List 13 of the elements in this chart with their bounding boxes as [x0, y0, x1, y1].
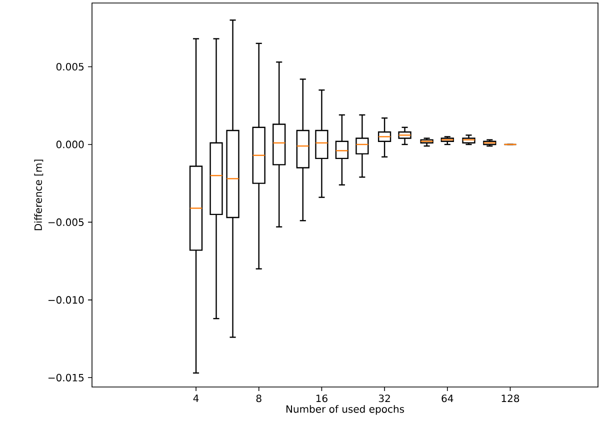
y-tick-label: 0.005 — [56, 62, 84, 71]
y-tick-label: −0.015 — [48, 374, 84, 382]
x-tick-label: 4 — [193, 394, 199, 402]
x-tick-label: 32 — [378, 394, 390, 402]
y-tick-label: 0.000 — [56, 140, 84, 148]
x-tick-label: 64 — [442, 394, 454, 402]
x-tick-label: 8 — [256, 394, 262, 402]
y-tick-label: −0.010 — [48, 296, 84, 304]
x-axis-title: Number of used epochs — [286, 405, 404, 415]
x-tick-label: 16 — [316, 394, 328, 402]
x-tick-label: 128 — [502, 394, 520, 402]
y-axis-title: Difference [m] — [34, 160, 44, 230]
y-tick-label: −0.005 — [48, 218, 84, 226]
